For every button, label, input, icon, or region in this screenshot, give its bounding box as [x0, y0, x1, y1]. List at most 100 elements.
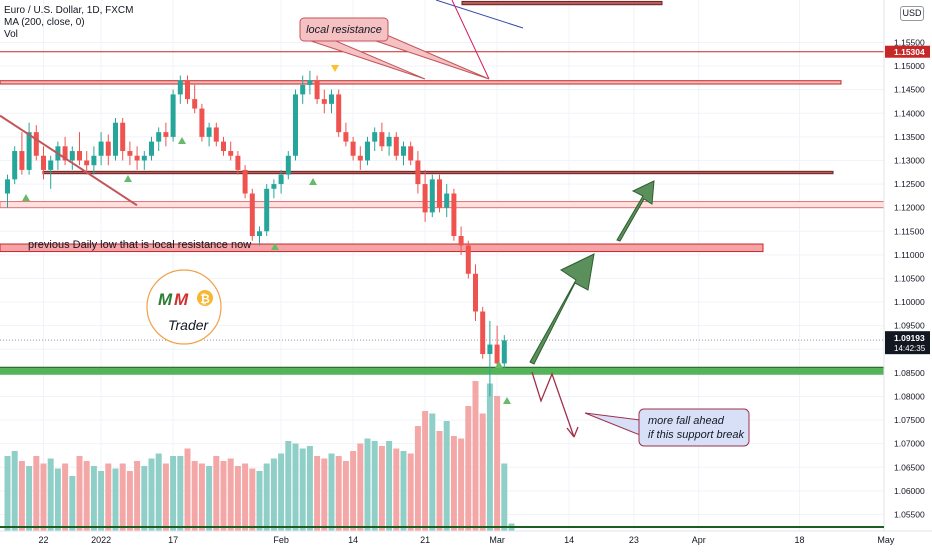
- volume-bar: [422, 411, 429, 531]
- volume-bar: [220, 461, 227, 531]
- candle-body: [120, 122, 126, 152]
- candle-body: [357, 155, 363, 161]
- trend-line: [0, 114, 138, 207]
- candle-body: [249, 193, 255, 236]
- currency-button[interactable]: USD: [900, 6, 924, 21]
- logo-word: Trader: [168, 317, 210, 333]
- volume-bar: [465, 406, 472, 531]
- symbol-title[interactable]: Euro / U.S. Dollar, 1D, FXCM: [4, 5, 134, 16]
- volume-bar: [256, 471, 263, 531]
- volume-bar: [278, 453, 285, 531]
- volume-bar: [126, 471, 133, 531]
- volume-bar: [270, 458, 277, 531]
- volume-bar: [407, 453, 414, 531]
- candle-body: [149, 141, 154, 156]
- candle-body: [206, 127, 212, 137]
- candle-body: [257, 231, 262, 236]
- volume-bar: [227, 458, 234, 531]
- volume-bar: [184, 448, 191, 531]
- candle-body: [401, 146, 406, 156]
- time-tick-label: 22: [38, 535, 48, 545]
- pivot-low-marker: [309, 178, 317, 185]
- candle-body: [5, 179, 10, 194]
- candles: [5, 70, 507, 397]
- price-tick-label: 1.15500: [894, 37, 925, 47]
- volume-bar: [148, 458, 155, 531]
- candle-body: [235, 155, 241, 170]
- volume-bar: [400, 451, 407, 531]
- previous-low-label: previous Daily low that is local resista…: [28, 239, 251, 251]
- volume-indicator-label[interactable]: Vol: [4, 29, 18, 40]
- candle-body: [48, 160, 54, 170]
- volume-bar: [105, 463, 112, 531]
- candle-body: [473, 273, 478, 312]
- candle-body: [177, 80, 183, 95]
- volume-bar: [62, 463, 69, 531]
- candle-body: [350, 141, 356, 156]
- volume-bar: [364, 438, 371, 531]
- candle-body: [494, 344, 500, 364]
- price-tick-label: 1.10500: [894, 273, 925, 283]
- candle-body: [386, 136, 392, 147]
- volume-bar: [198, 463, 205, 531]
- price-axis[interactable]: 1.15500 1.15000 1.14500 1.14000 1.13500 1.130…: [883, 0, 932, 531]
- volume-bar: [335, 456, 342, 531]
- volume-bar: [11, 451, 18, 531]
- candle-body: [113, 122, 118, 156]
- candle-body: [19, 151, 25, 170]
- pivot-low-marker: [124, 175, 132, 182]
- volume-bar: [357, 443, 364, 531]
- time-axis-bg: [0, 531, 932, 550]
- candle-body: [336, 94, 342, 133]
- candle-body: [134, 155, 140, 161]
- candle-body: [156, 132, 162, 142]
- grid: [0, 0, 887, 531]
- volume-bar: [479, 413, 486, 531]
- bullish-arrow-1: [529, 253, 595, 365]
- price-tick-label: 1.13500: [894, 132, 925, 142]
- price-tick-label: 1.07000: [894, 439, 925, 449]
- volume-bar: [378, 446, 385, 531]
- candle-body: [84, 160, 90, 166]
- candle-body: [329, 94, 334, 104]
- time-tick-label: 14: [348, 535, 358, 545]
- volume-bar: [285, 441, 292, 531]
- bearish-path: [531, 371, 575, 438]
- current-price-tag: [885, 331, 930, 355]
- volume-bar: [321, 458, 328, 531]
- volume-bar: [328, 453, 335, 531]
- volume-bar: [458, 438, 465, 531]
- volume-bar: [342, 461, 349, 531]
- candle-body: [307, 80, 313, 85]
- candle-body: [379, 132, 385, 147]
- price-tick-label: 1.08500: [894, 368, 925, 378]
- time-tick-label: Feb: [273, 535, 289, 545]
- volume-bar: [249, 468, 256, 531]
- volume-bar: [450, 436, 457, 531]
- candle-body: [213, 127, 219, 142]
- top-line-pink: [451, 0, 490, 80]
- volume-bar: [263, 463, 270, 531]
- logo-mark-m2: M: [174, 290, 189, 309]
- candle-body: [26, 132, 32, 170]
- volume-bar: [40, 463, 47, 531]
- price-tick-label: 1.11000: [894, 250, 924, 260]
- volume-bar: [83, 461, 90, 531]
- price-tick-label: 1.14500: [894, 85, 925, 95]
- candle-body: [444, 193, 450, 208]
- candle-body: [343, 132, 349, 142]
- resistance-zone-label-box: [0, 243, 764, 253]
- price-tick-label: 1.14000: [894, 108, 925, 118]
- time-tick-label: Apr: [692, 535, 706, 545]
- candle-body: [271, 184, 277, 189]
- candle-body: [429, 179, 435, 213]
- volume-bar: [69, 476, 76, 531]
- bitcoin-glyph: ₿: [200, 292, 210, 306]
- ma-indicator-label[interactable]: MA (200, close, 0): [4, 17, 85, 28]
- candle-body: [458, 236, 464, 246]
- volume-bar: [213, 456, 220, 531]
- time-axis[interactable]: 22 2022 17 Feb 14 21 Mar 14 23 Apr 18 May: [0, 526, 932, 550]
- resistance-line-1146: [0, 80, 842, 85]
